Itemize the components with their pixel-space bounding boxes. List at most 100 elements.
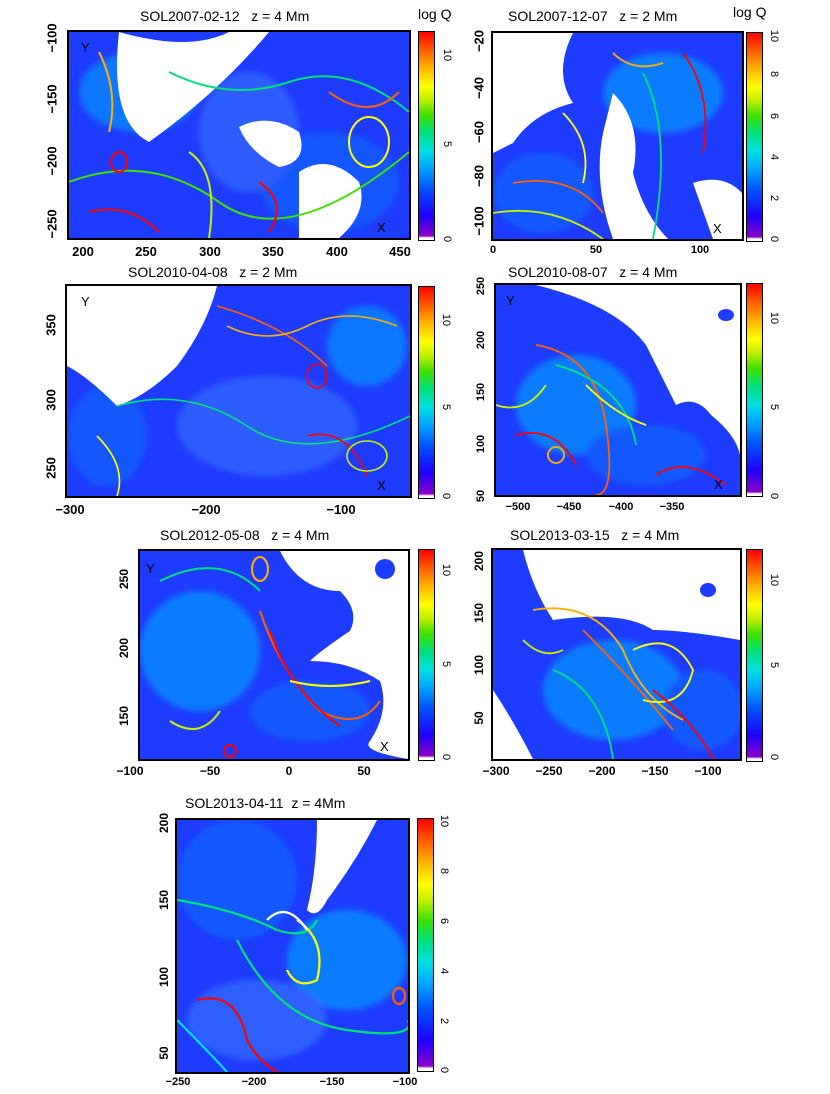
y-tick: 150 [157, 889, 171, 911]
colorbar-tick: 10 [441, 48, 453, 62]
colorbar-tick: 6 [438, 917, 450, 925]
x-marker: X [713, 221, 722, 236]
y-tick: 200 [472, 550, 486, 572]
y-marker: Y [506, 293, 515, 308]
y-tick: 250 [43, 457, 59, 479]
colorbar-tick: 0 [768, 753, 780, 761]
colorbar-tick: 8 [768, 70, 780, 78]
x-tick: −100 [392, 1076, 418, 1088]
colorbar-tick: 5 [768, 661, 780, 669]
x-tick: 0 [285, 764, 293, 778]
colorbar-label: log Q [733, 4, 767, 20]
q-map-plot: X [491, 31, 744, 241]
y-tick: 100 [472, 654, 486, 676]
x-tick: 50 [589, 244, 603, 256]
y-tick: −250 [44, 209, 60, 239]
panel-title: SOL2013-03-15 z = 4 Mm [510, 527, 680, 543]
y-tick: 250 [475, 276, 487, 296]
colorbar-tick: 10 [440, 563, 452, 577]
y-tick: 150 [117, 705, 131, 727]
y-tick: 200 [117, 637, 131, 659]
colorbar-tick: 5 [441, 140, 453, 148]
q-map: Y X [67, 286, 410, 496]
colorbar-label: log Q [418, 6, 452, 22]
y-tick: 150 [472, 602, 486, 624]
x-tick: −100 [116, 764, 144, 778]
colorbar [746, 32, 763, 242]
y-tick: −20 [471, 29, 487, 53]
colorbar-tick: 10 [768, 573, 780, 587]
colorbar [417, 818, 434, 1072]
x-tick: 0 [489, 244, 497, 256]
colorbar-tick: 5 [440, 403, 452, 411]
x-tick: 400 [326, 244, 348, 259]
x-tick: −50 [199, 764, 221, 778]
colorbar [418, 549, 435, 761]
x-tick: −200 [241, 1076, 267, 1088]
y-tick: −60 [471, 120, 487, 144]
y-tick: 100 [475, 434, 487, 454]
q-map-plot: Y X [138, 549, 410, 761]
panel-title: SOL2013-04-11 z = 4Mm [185, 795, 346, 811]
x-marker: X [380, 739, 389, 754]
colorbar-tick: 0 [440, 753, 452, 761]
colorbar [746, 549, 763, 762]
colorbar-tick: 10 [438, 814, 450, 828]
colorbar-tick: 6 [768, 112, 780, 120]
x-tick: −300 [482, 764, 510, 778]
colorbar-tick: 0 [438, 1066, 450, 1074]
x-tick: −150 [319, 1076, 345, 1088]
x-tick: 350 [262, 244, 284, 259]
colorbar-tick: 10 [440, 313, 452, 327]
y-tick: 300 [43, 389, 59, 411]
x-tick: 450 [389, 244, 411, 259]
q-map-plot: Y X [67, 30, 411, 240]
colorbar-tick: 0 [768, 492, 780, 500]
colorbar [418, 286, 435, 499]
colorbar-tick: 8 [438, 867, 450, 875]
q-map-plot: Y X [65, 284, 412, 498]
y-marker: Y [81, 294, 90, 309]
y-tick: 200 [475, 330, 487, 350]
x-tick: −200 [588, 764, 616, 778]
colorbar-tick: 2 [438, 1017, 450, 1025]
panel-title: SOL2010-04-08 z = 2 Mm [128, 264, 298, 280]
colorbar-tick: 0 [768, 235, 780, 243]
colorbar [418, 31, 435, 241]
q-map: Y X [140, 551, 408, 759]
q-map: Y X [496, 285, 740, 495]
q-map [493, 550, 740, 759]
x-tick: −200 [191, 502, 221, 517]
x-tick: −250 [165, 1076, 191, 1088]
y-tick: 50 [475, 489, 487, 503]
x-tick: 250 [135, 244, 157, 259]
y-marker: Y [81, 40, 90, 55]
panel-title: SOL2010-08-07 z = 4 Mm [508, 264, 678, 280]
y-tick: 50 [157, 1046, 171, 1060]
x-tick: −150 [641, 764, 669, 778]
x-tick: −500 [505, 501, 531, 513]
colorbar-tick: 5 [440, 660, 452, 668]
x-tick: 300 [199, 244, 221, 259]
x-tick: −250 [535, 764, 563, 778]
y-tick: 150 [475, 382, 487, 402]
x-tick: −350 [659, 501, 685, 513]
colorbar-tick: 2 [768, 194, 780, 202]
panel-title: SOL2007-12-07 z = 2 Mm [508, 8, 678, 24]
x-tick: −100 [694, 764, 722, 778]
colorbar-tick: 4 [438, 967, 450, 975]
y-tick: 50 [472, 711, 486, 725]
colorbar-tick: 5 [768, 403, 780, 411]
colorbar [746, 283, 763, 497]
x-tick: 100 [690, 244, 710, 256]
q-map: Y X [69, 32, 409, 238]
colorbar-tick: 10 [768, 311, 780, 325]
y-marker: Y [146, 561, 155, 576]
colorbar-tick: 10 [768, 29, 780, 43]
y-tick: −100 [44, 23, 60, 53]
x-tick: −300 [55, 502, 85, 517]
colorbar-tick: 0 [441, 235, 453, 243]
y-tick: 100 [157, 966, 171, 988]
y-tick: −200 [44, 146, 60, 176]
q-map-plot [491, 548, 742, 761]
